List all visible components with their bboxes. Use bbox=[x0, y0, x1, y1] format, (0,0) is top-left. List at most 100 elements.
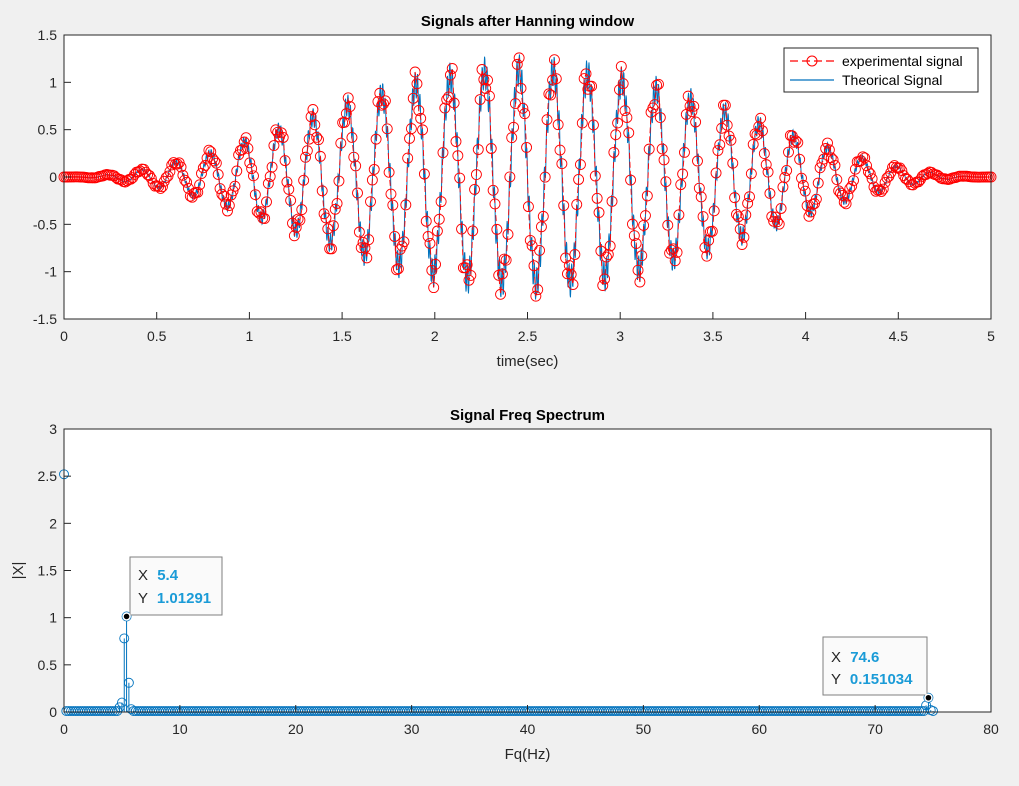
datatip-marker[interactable] bbox=[122, 612, 131, 621]
data-point bbox=[344, 101, 356, 112]
data-point bbox=[692, 155, 703, 167]
data-point bbox=[262, 178, 274, 189]
data-point bbox=[827, 154, 839, 166]
data-point bbox=[316, 185, 328, 197]
data-point bbox=[422, 230, 434, 242]
data-point bbox=[342, 92, 354, 104]
data-point bbox=[205, 146, 217, 158]
data-point bbox=[255, 206, 267, 218]
data-point bbox=[361, 252, 373, 264]
data-point bbox=[673, 209, 685, 221]
data-point bbox=[835, 187, 846, 199]
data-point bbox=[640, 210, 651, 222]
datatip-peak-5-4[interactable]: X 5.4 Y 1.01291 bbox=[122, 556, 223, 621]
data-point bbox=[664, 247, 676, 259]
data-point bbox=[352, 187, 363, 199]
data-point bbox=[825, 152, 837, 164]
data-point bbox=[216, 188, 228, 200]
x-tick-label: 1.5 bbox=[332, 328, 352, 344]
y-tick-label: 0 bbox=[49, 169, 57, 185]
data-point bbox=[738, 231, 750, 243]
x-tick-label: 0.5 bbox=[147, 328, 167, 344]
data-point bbox=[314, 150, 326, 162]
data-point bbox=[340, 108, 352, 120]
data-point bbox=[456, 223, 467, 235]
data-point bbox=[574, 159, 586, 171]
data-point bbox=[532, 284, 544, 296]
data-point bbox=[333, 175, 345, 187]
data-point bbox=[571, 199, 583, 210]
datatip-marker[interactable] bbox=[924, 693, 933, 703]
datatip-x-value: 5.4 bbox=[157, 567, 179, 584]
data-point bbox=[443, 91, 454, 103]
data-point bbox=[430, 258, 441, 270]
data-point bbox=[599, 273, 611, 285]
data-point bbox=[796, 172, 807, 184]
data-point bbox=[573, 174, 585, 185]
tick-group: 0 0.5 1 1.5 2 2.5 3 3.5 4 4.5 5 -1.5 -1 -0.5 0 0.5 1 1.5 bbox=[33, 27, 995, 344]
data-point bbox=[770, 211, 781, 223]
x-tick-label: 20 bbox=[288, 721, 304, 737]
data-point bbox=[439, 102, 451, 114]
data-point bbox=[385, 188, 397, 200]
data-point bbox=[515, 82, 527, 94]
data-point bbox=[580, 68, 592, 80]
data-point bbox=[693, 182, 705, 194]
data-point bbox=[194, 179, 206, 191]
data-point bbox=[212, 168, 224, 180]
data-point bbox=[261, 196, 272, 208]
data-point bbox=[210, 157, 222, 169]
data-point bbox=[140, 166, 152, 178]
data-point bbox=[283, 183, 295, 195]
data-point bbox=[840, 198, 852, 210]
data-point bbox=[298, 174, 310, 186]
legend[interactable]: experimental signal Theorical Signal bbox=[783, 47, 979, 93]
data-point bbox=[487, 184, 499, 196]
data-point bbox=[744, 191, 755, 203]
time-domain-axes[interactable]: 0 0.5 1 1.5 2 2.5 3 3.5 4 4.5 5-1.5-1-0.500.511.5 … bbox=[33, 13, 997, 370]
data-point bbox=[469, 183, 481, 195]
data-point bbox=[214, 183, 226, 195]
data-point bbox=[764, 187, 776, 199]
data-point bbox=[612, 117, 624, 129]
frequency-spectrum-axes[interactable]: 0 10 20 30 40 50 60 70 80 0 0.5 1 1.5 2 2.5 3 Signal Fr… bbox=[10, 407, 999, 763]
x-axis-label: Fq(Hz) bbox=[505, 746, 551, 763]
data-point bbox=[246, 163, 258, 175]
data-point bbox=[467, 225, 479, 237]
data-point bbox=[658, 154, 670, 166]
data-point bbox=[530, 290, 542, 302]
x-tick-label: 60 bbox=[751, 721, 767, 737]
y-tick-label: 2.5 bbox=[38, 468, 58, 484]
chart-title: Signals after Hanning window bbox=[421, 13, 635, 30]
data-point bbox=[628, 230, 640, 242]
x-tick-label: 5 bbox=[987, 328, 995, 344]
data-point bbox=[374, 87, 386, 99]
x-tick-label: 80 bbox=[983, 721, 999, 737]
data-point bbox=[331, 198, 343, 209]
data-point bbox=[799, 185, 811, 197]
datatip-y-value: 1.01291 bbox=[157, 590, 211, 607]
data-point bbox=[353, 226, 365, 238]
data-point bbox=[218, 190, 230, 202]
data-point bbox=[762, 166, 774, 178]
data-point bbox=[184, 190, 196, 202]
stem-marker bbox=[925, 705, 936, 716]
data-point bbox=[281, 176, 293, 188]
datatip-y-label: Y bbox=[831, 671, 841, 688]
data-point bbox=[513, 52, 525, 64]
y-tick-label: 1 bbox=[49, 610, 57, 626]
data-point bbox=[426, 264, 438, 276]
data-point bbox=[589, 170, 601, 182]
data-point bbox=[653, 78, 664, 90]
data-point bbox=[480, 83, 492, 94]
datatip-peak-74-6[interactable]: X 74.6 Y 0.151034 bbox=[822, 636, 933, 703]
datatip-x-row: X 5.4 bbox=[138, 567, 179, 584]
x-tick-label: 3.5 bbox=[703, 328, 723, 344]
data-point bbox=[381, 123, 393, 135]
legend-marker-circle bbox=[806, 55, 818, 67]
data-point bbox=[441, 94, 453, 105]
datatip-y-row: Y 1.01291 bbox=[138, 590, 211, 607]
data-point bbox=[731, 208, 742, 220]
data-point bbox=[608, 146, 620, 158]
data-point bbox=[931, 169, 943, 181]
